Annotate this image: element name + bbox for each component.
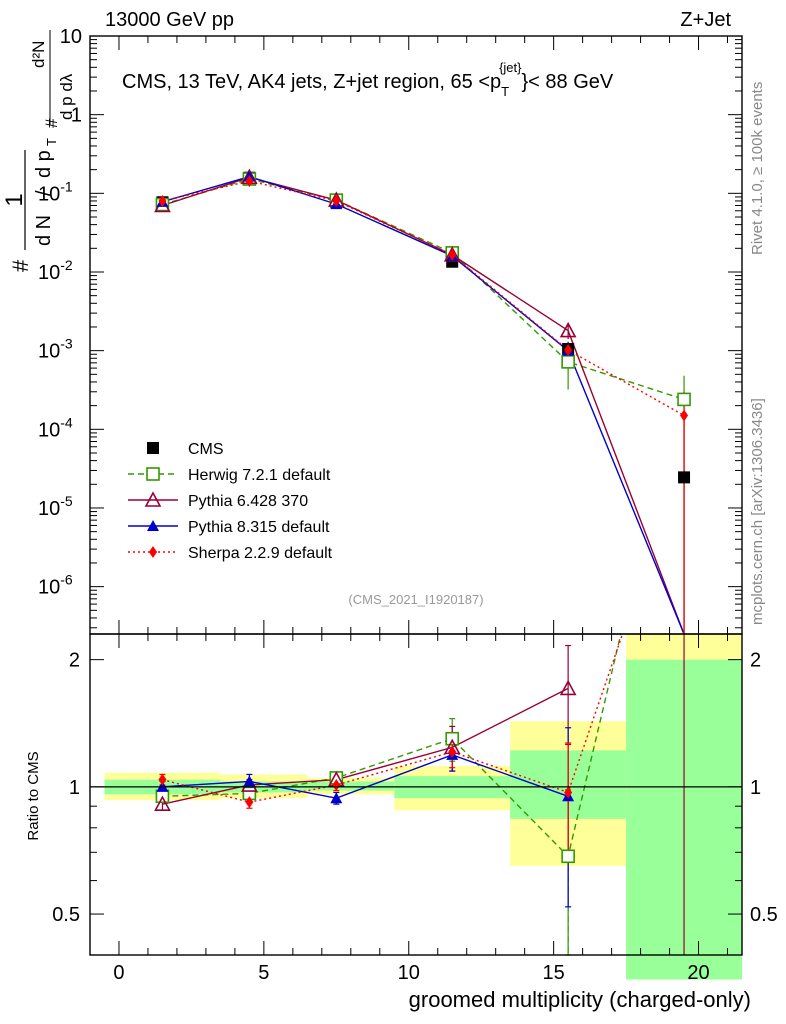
- legend-marker-sherpa: [149, 546, 157, 558]
- ratio-ytick-label-left-1: 1: [69, 777, 80, 799]
- ytick-exponent: -5: [60, 493, 73, 509]
- main-point-herwig-5: [677, 392, 691, 407]
- main-point-sherpa-1: [245, 175, 254, 188]
- main-line-herwig: [162, 178, 685, 401]
- ytick-base: 10: [38, 262, 60, 284]
- ratio-y-axis-label: Ratio to CMS: [25, 751, 42, 840]
- main-point-cms-5: [678, 471, 691, 484]
- ratio-point-pythia6-4: [559, 679, 577, 696]
- main-point-herwig-4: [561, 355, 575, 369]
- ratio-point-pythia6-0: [154, 795, 171, 811]
- ratio-ytick-label-right-2: 0.5: [750, 904, 778, 926]
- ytick-base: 10: [38, 419, 60, 441]
- xtick-label-2: 10: [398, 962, 420, 984]
- tick-marks: [89, 35, 742, 956]
- ratio-ytick-label-right-1: 1: [750, 777, 761, 799]
- ratio-point-sherpa-0: [158, 773, 167, 786]
- legend: CMS Herwig 7.2.1 default Pythia 6.428 370 P…: [128, 441, 333, 562]
- main-ytick-label-6: 10-5: [38, 493, 73, 520]
- ytick-base: 10: [38, 183, 60, 205]
- ratio-line-herwig: [162, 634, 622, 858]
- main-ytick-label-5: 10-4: [38, 414, 73, 441]
- ytick-base: 1: [71, 105, 82, 127]
- main-line-pythia8: [162, 175, 685, 635]
- main-ytick-label-2: 10-1: [38, 178, 73, 205]
- header-left: 13000 GeV pp: [105, 9, 234, 31]
- ratio-point-pythia8-1: [243, 775, 256, 787]
- main-point-sherpa-5: [680, 409, 689, 422]
- ylabel-dpT: d p: [33, 150, 55, 178]
- plot-title: CMS, 13 TeV, AK4 jets, Z+jet region, 65 …: [122, 60, 614, 99]
- legend-marker-herwig: [146, 467, 160, 481]
- ylabel-d2N: d²N: [29, 41, 48, 68]
- ratio-point-sherpa-4: [564, 786, 573, 799]
- ylabel-dpTdl: d p dλ: [57, 73, 76, 120]
- ytick-base: 10: [38, 341, 60, 363]
- main-ytick-label-4: 10-3: [38, 336, 73, 363]
- ylabel-one: 1: [1, 193, 28, 206]
- main-point-sherpa-0: [158, 194, 167, 207]
- main-point-pythia6-4: [559, 321, 577, 338]
- series-markers: [154, 168, 691, 864]
- ylabel-hash-mid: #: [42, 118, 61, 128]
- x-axis-label: groomed multiplicity (charged-only): [409, 987, 751, 1012]
- main-ytick-label-1: 1: [71, 105, 82, 127]
- ytick-base: 10: [38, 498, 60, 520]
- legend-label-herwig: Herwig 7.2.1 default: [188, 467, 331, 484]
- main-ytick-label-7: 10-6: [38, 572, 73, 599]
- ratio-ytick-label-left-0: 2: [69, 650, 80, 672]
- legend-label-sherpa: Sherpa 2.2.9 default: [188, 545, 333, 562]
- ratio-ytick-label-left-2: 0.5: [52, 904, 80, 926]
- legend-marker-cms: [147, 442, 159, 454]
- xtick-label-1: 5: [258, 962, 269, 984]
- ylabel-slash: /: [33, 190, 55, 196]
- analysis-watermark: (CMS_2021_I1920187): [348, 592, 483, 607]
- main-point-sherpa-2: [332, 194, 341, 207]
- main-line-sherpa: [162, 180, 685, 417]
- main-point-sherpa-3: [448, 248, 457, 261]
- axes-frames: [89, 35, 743, 956]
- ratio-ytick-label-right-0: 2: [750, 650, 761, 672]
- ratio-point-sherpa-3: [448, 745, 457, 758]
- rivet-version-text: Rivet 4.1.0, ≥ 100k events: [749, 82, 766, 255]
- ratio-line-sherpa: [162, 634, 624, 803]
- ytick-exponent: -3: [60, 336, 73, 352]
- legend-marker-pythia8: [147, 520, 159, 531]
- band-green-2: [307, 781, 395, 791]
- main-line-pythia6: [162, 176, 685, 635]
- ytick-exponent: -4: [60, 414, 73, 430]
- main-ytick-label-3: 10-2: [38, 257, 73, 284]
- xtick-label-4: 20: [687, 962, 709, 984]
- ratio-point-sherpa-2: [332, 779, 341, 792]
- main-point-sherpa-4: [564, 343, 573, 356]
- xtick-label-0: 0: [113, 962, 124, 984]
- legend-label-pythia6: Pythia 6.428 370: [188, 493, 308, 510]
- ytick-exponent: -1: [60, 178, 73, 194]
- ratio-point-herwig-4: [561, 849, 575, 864]
- ylabel-hash-left: #: [8, 259, 33, 272]
- ratio-point-pythia8-2: [330, 792, 343, 804]
- ylabel-T-sub: T: [44, 138, 59, 146]
- legend-label-cms: CMS: [188, 441, 224, 458]
- legend-label-pythia8: Pythia 8.315 default: [188, 519, 330, 536]
- xtick-label-3: 15: [543, 962, 565, 984]
- ratio-point-sherpa-1: [245, 796, 254, 809]
- mcplots-reference-text: mcplots.cern.ch [arXiv:1306.3436]: [749, 398, 766, 625]
- legend-marker-pythia6: [144, 491, 162, 507]
- main-y-axis-label: # 1 d N / d p T # d²N d p dλ: [1, 30, 76, 272]
- header-right: Z+Jet: [680, 9, 731, 31]
- ytick-base: 10: [60, 26, 82, 48]
- ytick-base: 10: [38, 577, 60, 599]
- ratio-uncertainty-bands: [104, 634, 742, 980]
- ytick-exponent: -2: [60, 257, 73, 273]
- ylabel-dN: d N: [33, 215, 55, 246]
- main-ytick-label-0: 10: [60, 26, 82, 48]
- ratio-frame: [89, 633, 743, 956]
- ytick-exponent: -6: [60, 572, 73, 588]
